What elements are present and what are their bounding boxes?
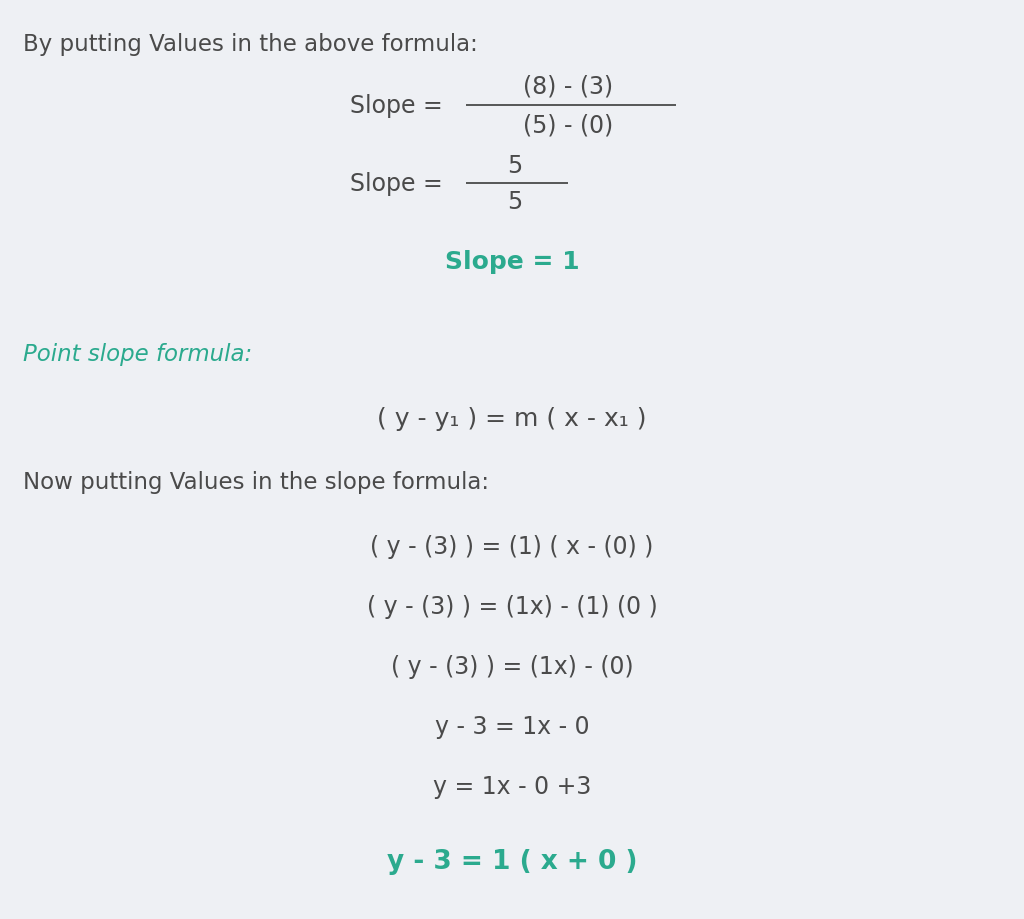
Text: By putting Values in the above formula:: By putting Values in the above formula: [23, 32, 477, 55]
Text: (5) - (0): (5) - (0) [523, 113, 613, 137]
Text: Slope =: Slope = [350, 94, 451, 118]
Text: Point slope formula:: Point slope formula: [23, 342, 252, 365]
Text: Slope =: Slope = [350, 172, 451, 196]
Text: (8) - (3): (8) - (3) [523, 74, 613, 98]
Text: 5: 5 [508, 190, 522, 214]
Text: y - 3 = 1 ( x + 0 ): y - 3 = 1 ( x + 0 ) [387, 848, 637, 874]
Text: y - 3 = 1x - 0: y - 3 = 1x - 0 [434, 714, 590, 738]
Text: ( y - (3) ) = (1x) - (0): ( y - (3) ) = (1x) - (0) [391, 654, 633, 678]
Text: ( y - y₁ ) = m ( x - x₁ ): ( y - y₁ ) = m ( x - x₁ ) [377, 406, 647, 430]
Text: y = 1x - 0 +3: y = 1x - 0 +3 [433, 774, 591, 798]
Text: 5: 5 [508, 153, 522, 177]
Text: Slope = 1: Slope = 1 [444, 250, 580, 274]
Text: ( y - (3) ) = (1x) - (1) (0 ): ( y - (3) ) = (1x) - (1) (0 ) [367, 595, 657, 618]
Text: ( y - (3) ) = (1) ( x - (0) ): ( y - (3) ) = (1) ( x - (0) ) [371, 535, 653, 559]
Text: Now putting Values in the slope formula:: Now putting Values in the slope formula: [23, 471, 488, 494]
